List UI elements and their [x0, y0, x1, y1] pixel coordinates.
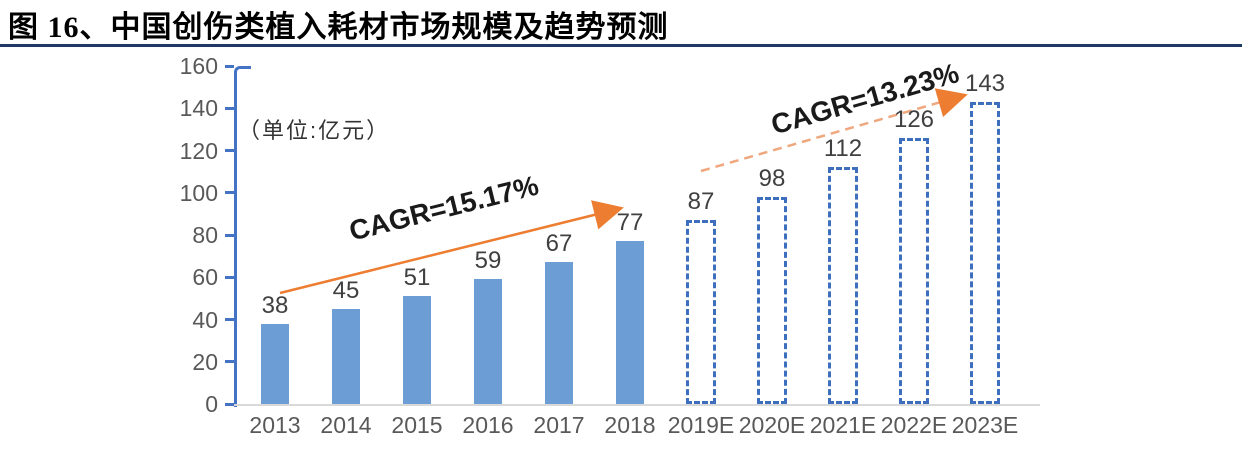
bar-2013	[261, 323, 289, 404]
bar-2015	[403, 296, 431, 404]
y-tick-label: 160	[179, 53, 218, 79]
cagr-label-historical: CAGR=15.17%	[346, 169, 542, 247]
bar-value-label: 143	[964, 69, 1006, 97]
bar-2023E	[970, 101, 1000, 404]
x-tick-label: 2015	[391, 412, 443, 438]
y-tick-label: 0	[205, 391, 218, 417]
bar-value-label: 38	[261, 291, 289, 319]
y-tick-mark	[225, 191, 234, 195]
x-axis-line	[234, 404, 1040, 406]
bar-value-label: 67	[545, 230, 573, 258]
y-tick-mark	[225, 402, 234, 406]
unit-label: （单位:亿元）	[238, 118, 391, 143]
x-tick-label: 2017	[533, 412, 585, 438]
y-tick-mark	[225, 149, 234, 152]
title-rule	[0, 44, 1242, 47]
y-tick-label: 80	[192, 222, 218, 248]
bar-2022E	[899, 137, 929, 404]
y-tick-label: 40	[192, 306, 218, 333]
figure-title: 图 16、中国创伤类植入耗材市场规模及趋势预测	[8, 11, 669, 44]
bar-2016	[474, 279, 502, 404]
y-tick-label: 20	[192, 348, 218, 375]
bar-value-label: 51	[403, 264, 431, 292]
bar-2018	[616, 241, 644, 404]
bar-2017	[545, 262, 573, 404]
y-tick-mark	[225, 360, 234, 364]
x-tick-label: 2023E	[951, 412, 1019, 438]
bar-2021E	[828, 167, 858, 404]
x-tick-label: 2013	[249, 412, 301, 438]
x-tick-label: 2020E	[738, 412, 806, 438]
y-tick-label: 60	[192, 264, 218, 291]
y-tick-label: 100	[179, 179, 218, 206]
y-tick-mark	[225, 106, 234, 110]
bar-2014	[332, 308, 360, 404]
x-tick-label: 2022E	[880, 412, 948, 438]
y-tick-mark	[225, 64, 234, 68]
bar-value-label: 126	[893, 105, 935, 133]
x-tick-label: 2019E	[667, 412, 735, 438]
bar-value-label: 77	[616, 209, 644, 237]
x-tick-label: 2014	[320, 412, 372, 438]
bar-value-label: 59	[474, 247, 502, 275]
y-tick-label: 140	[179, 95, 218, 122]
bar-value-label: 87	[687, 188, 715, 216]
bar-value-label: 98	[758, 164, 786, 192]
bar-value-label: 112	[823, 135, 863, 163]
y-tick-mark	[225, 318, 234, 321]
y-axis-line	[234, 66, 251, 407]
x-tick-label: 2018	[604, 412, 656, 438]
bar-2020E	[757, 196, 787, 404]
x-tick-label: 2021E	[809, 412, 877, 438]
x-tick-label: 2016	[462, 412, 514, 438]
y-tick-mark	[225, 275, 234, 279]
bar-2019E	[686, 220, 716, 404]
y-tick-mark	[225, 233, 234, 237]
y-tick-label: 120	[179, 137, 218, 164]
bar-value-label: 45	[332, 276, 360, 304]
